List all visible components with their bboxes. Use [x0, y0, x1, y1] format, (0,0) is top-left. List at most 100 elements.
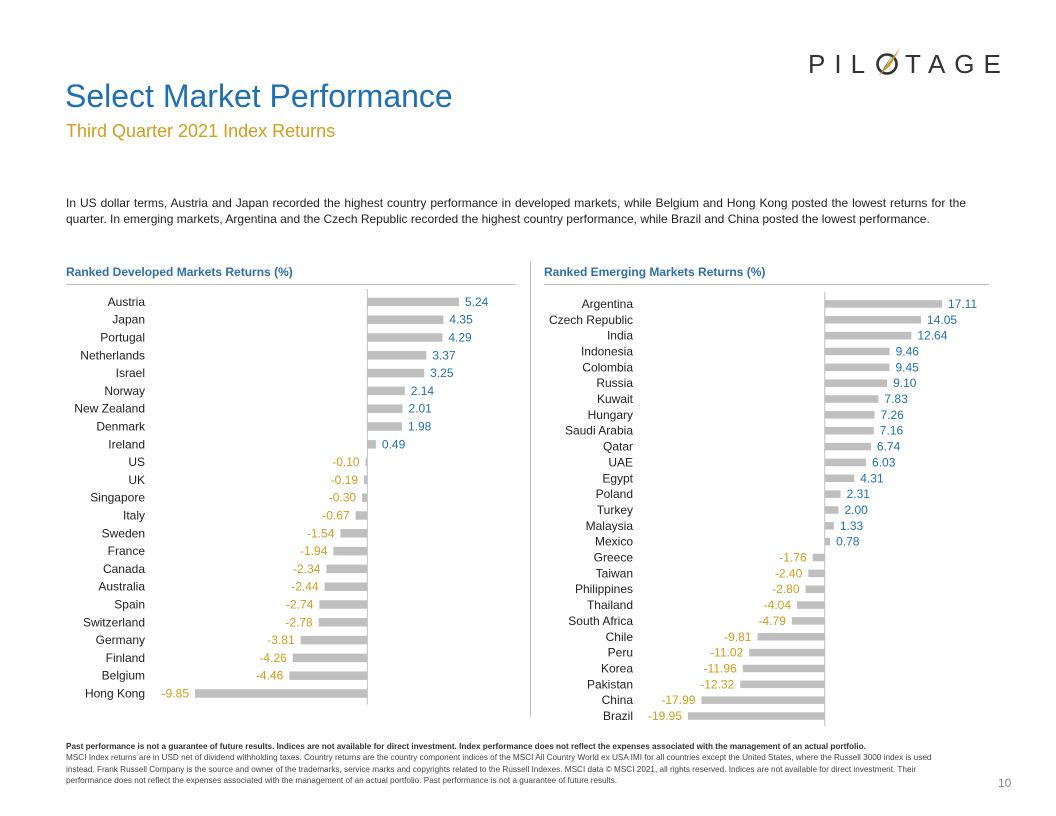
emerging-markets-bar-chart: Argentina 17.11 Czech Republic 14.05 India 12… — [549, 292, 977, 726]
category-label-czech-republic: Czech Republic — [549, 313, 633, 327]
category-label-austria: Austria — [108, 295, 146, 309]
value-label-india: 12.64 — [917, 329, 947, 343]
bar-hong-kong — [195, 689, 368, 698]
emerging-chart-title: Ranked Emerging Markets Returns (%) — [544, 265, 766, 279]
pilotage-logo-mark: PIL TAGE — [808, 48, 1001, 79]
category-label-philippines: Philippines — [575, 582, 633, 596]
category-label-south-africa: South Africa — [568, 614, 633, 628]
value-label-russia: 9.10 — [893, 376, 917, 390]
category-label-china: China — [602, 693, 634, 707]
value-label-italy: -0.67 — [322, 509, 350, 523]
bar-saudi-arabia — [824, 426, 874, 435]
value-label-indonesia: 9.46 — [896, 344, 920, 358]
disclaimer-bold: Past performance is not a guarantee of f… — [66, 742, 866, 751]
value-label-poland: 2.31 — [847, 487, 871, 501]
category-label-greece: Greece — [594, 551, 634, 565]
bar-brazil — [688, 712, 825, 720]
category-label-sweden: Sweden — [102, 526, 145, 540]
category-label-hong-kong: Hong Kong — [85, 687, 145, 701]
bar-colombia — [824, 363, 890, 372]
developed-chart-title: Ranked Developed Markets Returns (%) — [66, 265, 293, 279]
bar-peru — [749, 648, 825, 657]
value-label-taiwan: -2.40 — [775, 566, 803, 580]
category-label-denmark: Denmark — [96, 420, 146, 434]
category-label-belgium: Belgium — [102, 669, 145, 683]
value-label-finland: -4.26 — [259, 651, 287, 665]
disclaimer: Past performance is not a guarantee of f… — [66, 741, 946, 786]
category-label-netherlands: Netherlands — [80, 348, 145, 362]
category-label-germany: Germany — [96, 633, 145, 647]
page-number: 10 — [998, 776, 1012, 790]
value-label-sweden: -1.54 — [307, 526, 335, 540]
bar-israel — [367, 368, 425, 378]
intro-paragraph: In US dollar terms, Austria and Japan re… — [66, 196, 966, 226]
pilotage-logo: PIL TAGE — [808, 44, 1008, 84]
bar-kuwait — [824, 395, 879, 403]
value-label-egypt: 4.31 — [860, 471, 884, 485]
bar-chile — [757, 633, 825, 641]
bar-south-africa — [791, 617, 825, 625]
bar-argentina — [824, 300, 942, 308]
bar-greece — [812, 553, 825, 562]
bar-japan — [367, 315, 444, 324]
category-label-taiwan: Taiwan — [596, 566, 633, 580]
bar-spain — [319, 600, 368, 609]
category-label-poland: Poland — [596, 487, 633, 501]
bar-new-zealand — [367, 404, 403, 413]
value-label-philippines: -2.80 — [772, 582, 800, 596]
value-label-greece: -1.76 — [779, 551, 807, 565]
category-label-uae: UAE — [608, 455, 633, 469]
logo-o-ring — [876, 53, 898, 75]
category-label-uk: UK — [128, 473, 145, 487]
value-label-us: -0.10 — [332, 455, 360, 469]
value-label-thailand: -4.04 — [764, 598, 792, 612]
category-label-singapore: Singapore — [90, 491, 145, 505]
bar-qatar — [824, 442, 871, 451]
value-label-denmark: 1.98 — [408, 420, 432, 434]
value-label-australia: -2.44 — [291, 580, 319, 594]
value-label-switzerland: -2.78 — [285, 615, 313, 629]
bar-portugal — [367, 333, 443, 342]
bar-pakistan — [740, 680, 825, 689]
bar-canada — [326, 564, 368, 574]
disclaimer-body: MSCI Index returns are in USD net of div… — [66, 753, 932, 785]
bar-egypt — [824, 474, 855, 483]
value-label-china: -17.99 — [661, 693, 695, 707]
bar-norway — [367, 386, 405, 396]
category-label-hungary: Hungary — [588, 408, 633, 422]
logo-text-left: PIL — [808, 49, 874, 79]
value-label-belgium: -4.46 — [256, 669, 284, 683]
category-label-new-zealand: New Zealand — [74, 402, 145, 416]
bar-france — [333, 546, 368, 556]
category-label-korea: Korea — [601, 661, 633, 675]
bar-mexico — [824, 537, 831, 546]
bar-russia — [824, 379, 888, 387]
value-label-singapore: -0.30 — [329, 491, 357, 505]
bar-indonesia — [824, 347, 890, 356]
bar-belgium — [289, 671, 368, 680]
bar-italy — [355, 511, 368, 520]
category-label-canada: Canada — [103, 562, 145, 576]
value-label-brazil: -19.95 — [648, 709, 682, 723]
value-label-korea: -11.96 — [704, 661, 737, 675]
value-label-qatar: 6.74 — [877, 440, 901, 454]
category-label-israel: Israel — [116, 366, 145, 380]
category-label-indonesia: Indonesia — [581, 344, 633, 358]
bar-singapore — [362, 493, 368, 502]
value-label-ireland: 0.49 — [382, 437, 406, 451]
bar-us — [365, 457, 368, 467]
value-label-spain: -2.74 — [286, 598, 314, 612]
category-label-brazil: Brazil — [603, 709, 633, 723]
bar-netherlands — [367, 351, 427, 360]
category-label-chile: Chile — [606, 630, 634, 644]
bar-poland — [824, 490, 841, 498]
chart-divider — [530, 262, 531, 717]
value-label-israel: 3.25 — [430, 366, 454, 380]
category-label-egypt: Egypt — [602, 471, 633, 485]
value-label-france: -1.94 — [300, 544, 328, 558]
bar-turkey — [824, 506, 839, 514]
bar-india — [824, 331, 912, 340]
category-label-colombia: Colombia — [582, 360, 633, 374]
value-label-colombia: 9.45 — [896, 360, 920, 374]
bar-finland — [292, 653, 368, 663]
